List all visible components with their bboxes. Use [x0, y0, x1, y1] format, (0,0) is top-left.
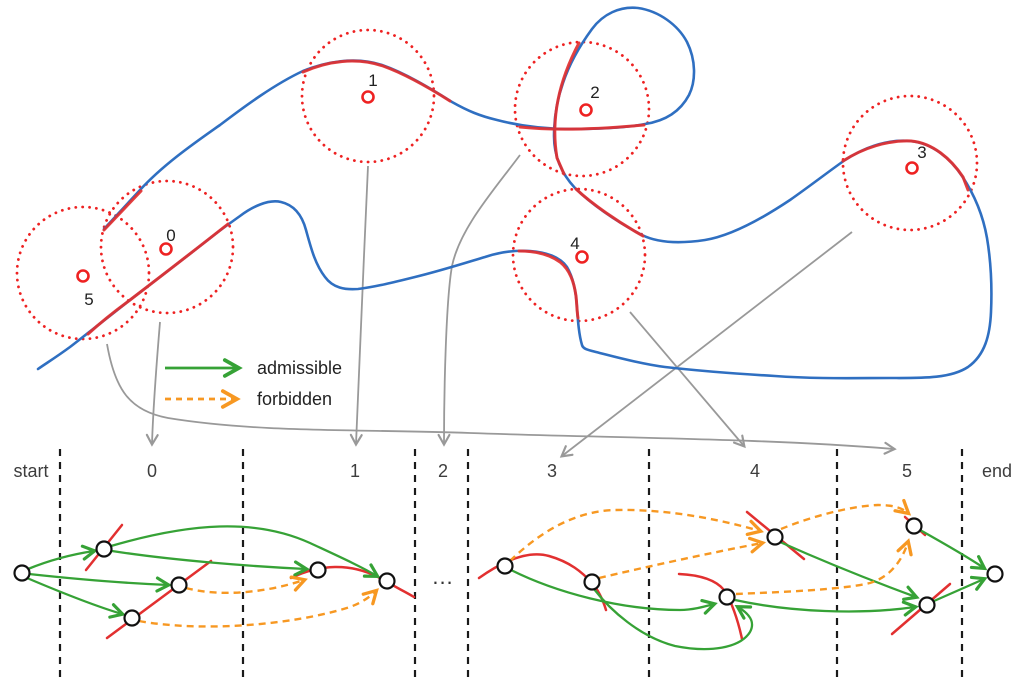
tolerance-circle-0 [99, 179, 235, 315]
waypoint-center-1 [361, 90, 375, 104]
edge-green-start-0a [27, 544, 98, 571]
tolerance-circle-5 [15, 205, 151, 341]
graph-node-3b [583, 573, 601, 591]
column-label-5: 5 [902, 461, 912, 481]
edge-orange-4b-5a [735, 538, 913, 596]
column-label-end: end [982, 461, 1012, 481]
curve-segment-2h [518, 123, 646, 131]
graph-node-5b [918, 596, 936, 614]
curve-segment-0 [86, 222, 230, 336]
ellipsis-label: ... [432, 564, 453, 589]
waypoint-label-0: 0 [166, 226, 175, 245]
column-label-start: start [13, 461, 48, 481]
graph-node-0b [170, 576, 188, 594]
waypoint-graph: start 0 1 2 3 4 5 end ... [13, 449, 1012, 677]
waypoint-label-2: 2 [590, 83, 599, 102]
waypoint-label-1: 1 [368, 71, 377, 90]
graph-node-1b [378, 572, 396, 590]
column-label-1: 1 [350, 461, 360, 481]
legend-admissible-label: admissible [257, 358, 342, 378]
edge-green-3a-4b [510, 568, 718, 615]
graph-node-4a [766, 528, 784, 546]
edge-green-5b-end [933, 575, 988, 603]
curve-segment-start [102, 189, 143, 232]
connector-arrow-2 [437, 154, 521, 447]
graph-node-end [986, 565, 1004, 583]
connector-arrow-1 [349, 165, 369, 447]
tolerance-circle-1 [300, 28, 436, 164]
connector-arrow-0 [145, 321, 161, 447]
column-label-2: 2 [438, 461, 448, 481]
edge-green-start-0b [28, 572, 172, 593]
curve-segment-2v [553, 41, 581, 176]
waypoint-label-3: 3 [917, 143, 926, 162]
edge-orange-3a-4a [509, 508, 764, 562]
node-segment-4b [677, 572, 744, 641]
edge-orange-4a-5a [780, 498, 912, 531]
trajectory-diagram: 0 1 2 3 4 5 admissible forbidden [15, 6, 993, 458]
curve-segment-4u [574, 187, 645, 238]
waypoint-center-3 [905, 161, 919, 175]
blue-trajectory-path [36, 6, 993, 380]
edge-green-0a-1a [111, 549, 310, 577]
waypoint-center-0 [159, 242, 173, 256]
curve-segment-3 [841, 139, 970, 192]
admissible-edges [26, 525, 988, 651]
graph-node-5a [905, 517, 923, 535]
curve-segments [86, 41, 970, 336]
legend-forbidden-label: forbidden [257, 389, 332, 409]
graph-node-4b [718, 588, 736, 606]
column-label-4: 4 [750, 461, 760, 481]
waypoint-label-5: 5 [84, 290, 93, 309]
edge-green-0a-1b [110, 525, 381, 578]
edge-orange-0c-1b [138, 588, 379, 628]
node-segments [84, 510, 952, 641]
waypoint-center-2 [579, 103, 593, 117]
column-label-3: 3 [547, 461, 557, 481]
edge-orange-3b-4a [598, 536, 767, 580]
edge-green-4b-5b [734, 598, 919, 617]
legend: admissible forbidden [165, 358, 342, 409]
graph-node-0c [123, 609, 141, 627]
edge-green-start-0c [26, 576, 126, 619]
node-segment-0bc [105, 559, 213, 640]
waypoint-label-4: 4 [570, 234, 579, 253]
edge-green-3b-4b [593, 588, 754, 651]
curve-segment-1 [301, 59, 452, 103]
tolerance-circle-2 [513, 40, 651, 178]
curve-segment-4s [517, 249, 580, 320]
edge-green-4a-5b [779, 540, 920, 601]
waypoint-center-4 [575, 250, 589, 264]
graph-node-start [13, 564, 31, 582]
connector-arrow-5 [106, 343, 897, 455]
edge-green-5a-end [919, 528, 988, 571]
connector-arrows [106, 154, 897, 458]
column-label-0: 0 [147, 461, 157, 481]
waypoint-center-5 [76, 269, 90, 283]
node-segment-1 [289, 565, 416, 599]
forbidden-edges [138, 498, 913, 628]
connector-arrow-4 [629, 311, 746, 449]
graph-nodes [13, 517, 1004, 627]
graph-node-0a [95, 540, 113, 558]
edge-orange-0b-1a [185, 575, 308, 595]
graph-node-1a [309, 561, 327, 579]
connector-arrow-3 [559, 231, 853, 458]
graph-node-3a [496, 557, 514, 575]
tolerance-circle-3 [841, 94, 979, 232]
